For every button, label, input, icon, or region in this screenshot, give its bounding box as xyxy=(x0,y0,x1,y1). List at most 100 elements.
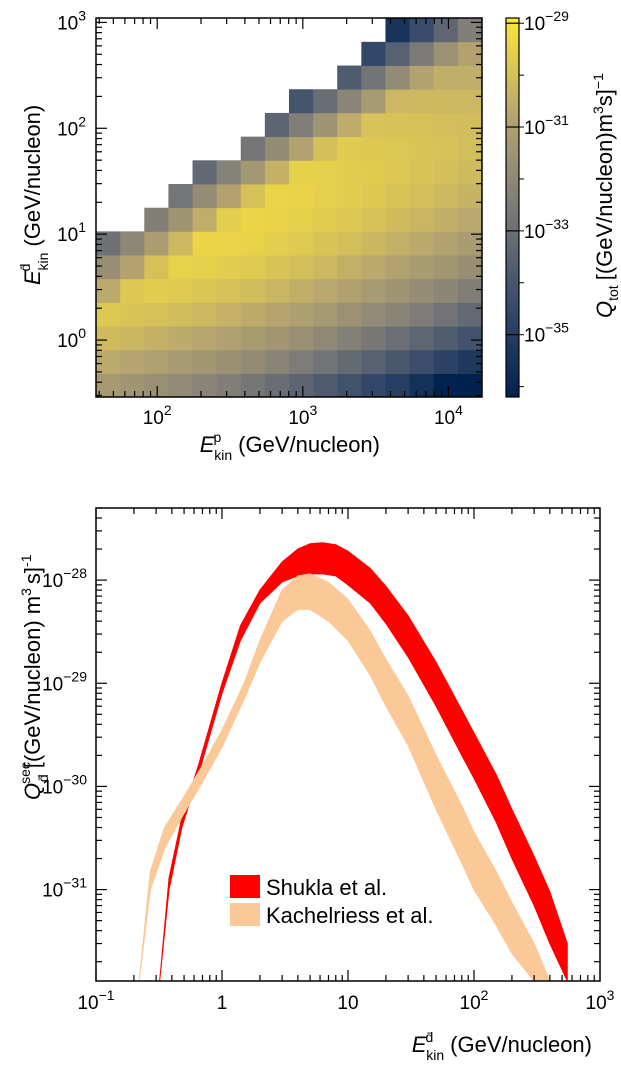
heatmap-cell xyxy=(385,41,410,66)
heatmap-cell xyxy=(288,255,314,280)
heatmap-cell xyxy=(144,373,169,397)
heatmap-cell xyxy=(409,18,435,43)
x-tick-label: 103 xyxy=(586,987,615,1014)
heatmap-cell xyxy=(385,65,410,90)
heatmap-cell xyxy=(409,65,435,90)
heatmap-cell xyxy=(240,184,266,209)
colorbar xyxy=(505,17,520,398)
heatmap-cell xyxy=(361,184,386,209)
heatmap-cell xyxy=(168,184,193,209)
heatmap-cell xyxy=(385,349,410,374)
y-tick-label: 102 xyxy=(57,113,86,140)
heatmap-cell xyxy=(361,231,386,256)
heatmap-cell xyxy=(433,160,459,185)
heatmap-cell xyxy=(337,278,362,303)
heatmap-cell xyxy=(96,373,121,397)
heatmap-cell xyxy=(240,255,266,280)
heatmap-cell xyxy=(96,302,121,327)
colorbar-label: Qtot[(GeV/nucleon)m3s]−1 xyxy=(590,73,621,318)
heatmap-cell xyxy=(337,184,362,209)
y-tick-label: 103 xyxy=(57,7,86,34)
heatmap-cell xyxy=(457,136,482,161)
heatmap-cell xyxy=(96,255,121,280)
heatmap-cell xyxy=(361,41,386,66)
band-series xyxy=(138,542,568,981)
x-tick-label: 103 xyxy=(288,402,317,429)
heatmap-cell xyxy=(385,136,410,161)
heatmap-cell xyxy=(168,255,193,280)
heatmap-cell xyxy=(288,207,314,232)
heatmap-cell xyxy=(168,302,193,327)
heatmap-cell xyxy=(361,112,386,138)
band-chart: 10−1 1 10 102 103 10−28 10−29 10−30 10−31 Ed̄ ki… xyxy=(17,507,615,1063)
heatmap-cell xyxy=(385,112,410,138)
heatmap-cell xyxy=(144,255,169,280)
heatmap-cell xyxy=(240,160,266,185)
heatmap-cell xyxy=(433,18,459,43)
heatmap-cell xyxy=(409,112,435,138)
heatmap-cell xyxy=(120,349,145,374)
heatmap-cell xyxy=(457,160,482,185)
heatmap-cell xyxy=(337,326,362,351)
legend-label-shukla: Shukla et al. xyxy=(266,875,387,900)
legend-swatch-kachelriess xyxy=(230,903,260,926)
y-tick-label: 10−30 xyxy=(42,771,87,798)
heatmap-cell xyxy=(192,278,218,303)
heatmap-cell xyxy=(409,160,435,185)
heatmap-cell xyxy=(288,112,314,138)
heatmap-cell xyxy=(409,278,435,303)
x-tick-label: 104 xyxy=(434,402,463,429)
heatmap-cell xyxy=(120,302,145,327)
heatmap-cell xyxy=(337,65,362,90)
heatmap-cell xyxy=(313,349,338,374)
heatmap-cell xyxy=(409,349,435,374)
heatmap-cell xyxy=(361,373,386,397)
heatmap-cell xyxy=(313,326,338,351)
heatmap-cell xyxy=(409,231,435,256)
heatmap-cell xyxy=(457,231,482,256)
heatmap-cell xyxy=(457,278,482,303)
heatmap-cell xyxy=(457,207,482,232)
heatmap-cell xyxy=(433,184,459,209)
heatmap-cell xyxy=(385,231,410,256)
legend-swatch-shukla xyxy=(230,875,260,898)
heatmap-cell xyxy=(409,255,435,280)
heatmap-cell xyxy=(120,278,145,303)
heatmap-cell xyxy=(216,184,242,209)
heatmap-cell xyxy=(337,373,362,397)
heatmap-cell xyxy=(288,89,314,114)
heatmap-cell xyxy=(313,160,338,185)
heatmap-cell xyxy=(313,373,338,397)
heatmap-cell xyxy=(240,349,266,374)
legend-label-kachelriess: Kachelriess et al. xyxy=(266,903,434,928)
heatmap-cell xyxy=(120,231,145,256)
legend: Shukla et al. Kachelriess et al. xyxy=(230,875,434,928)
heatmap-cell xyxy=(385,18,410,43)
heatmap-cell xyxy=(433,231,459,256)
x-tick-label: 102 xyxy=(460,987,489,1014)
heatmap-cell xyxy=(433,41,459,66)
heatmap-cell xyxy=(361,160,386,185)
heatmap-cell xyxy=(96,349,121,374)
heatmap-cell xyxy=(264,326,290,351)
heatmap-cell xyxy=(409,136,435,161)
heatmap-cell xyxy=(361,207,386,232)
heatmap-cell xyxy=(192,349,218,374)
y-tick-label: 10−29 xyxy=(42,668,87,695)
heatmap-x-axis: 102 103 104 xyxy=(98,18,463,429)
heatmap-cell xyxy=(409,184,435,209)
heatmap-cell xyxy=(144,278,169,303)
heatmap-cell xyxy=(144,326,169,351)
heatmap-cell xyxy=(192,160,218,185)
heatmap-cell xyxy=(144,231,169,256)
heatmap-cell xyxy=(192,255,218,280)
band-x-label: Ed̄ kin (GeV/nucleon) xyxy=(412,1029,592,1063)
heatmap-cell xyxy=(216,302,242,327)
colorbar-tick-label: 10−29 xyxy=(524,8,569,35)
heatmap-cell xyxy=(457,349,482,374)
heatmap-cell xyxy=(313,184,338,209)
heatmap-cell xyxy=(264,373,290,397)
heatmap-cell xyxy=(433,255,459,280)
y-tick-label: 100 xyxy=(57,325,86,352)
